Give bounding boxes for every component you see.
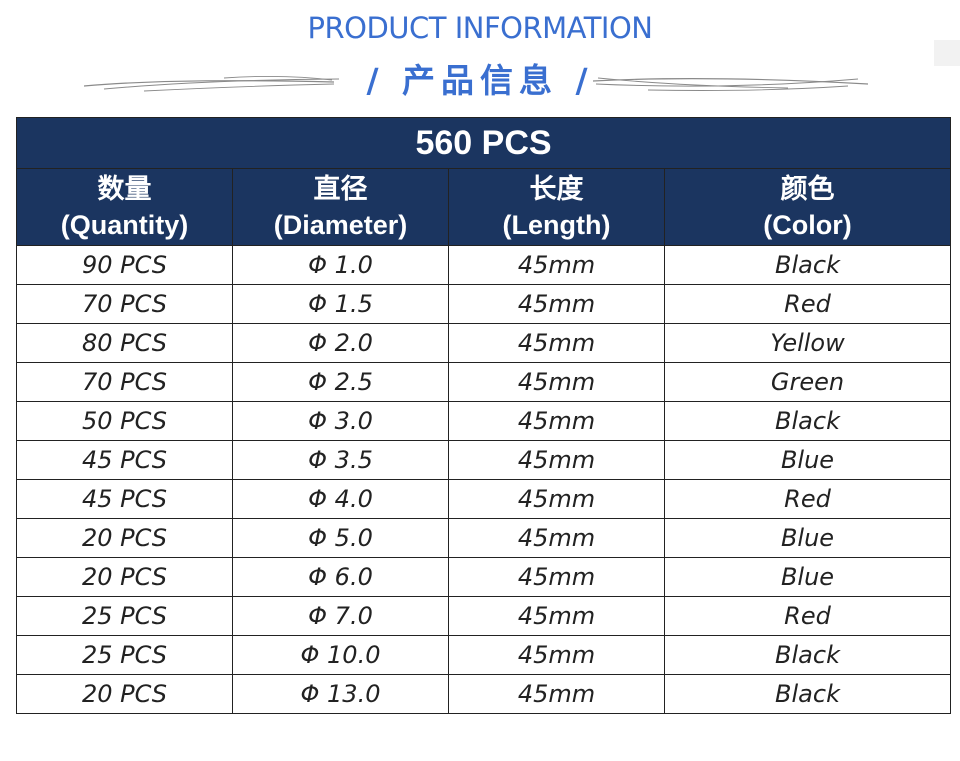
quantity-cell: 20 PCS — [16, 518, 233, 558]
color-cell: Black — [663, 245, 952, 285]
length-cell: 45mm — [448, 596, 665, 636]
diameter-cell: Φ 10.0 — [232, 635, 449, 675]
quantity-cell: 90 PCS — [16, 245, 233, 285]
diameter-cell: Φ 1.5 — [232, 284, 449, 324]
diameter-cell: Φ 4.0 — [232, 479, 449, 519]
color-cell: Green — [663, 362, 952, 402]
quantity-cell: 70 PCS — [16, 284, 233, 324]
length-cell: 45mm — [448, 635, 665, 675]
table-row: 70 PCS Φ 2.5 45mm Green — [16, 362, 952, 402]
quantity-cell: 50 PCS — [16, 401, 233, 441]
total-row: 560 PCS — [15, 117, 952, 169]
table-row: 20 PCS Φ 13.0 45mm Black — [16, 674, 952, 714]
length-cell: 45mm — [448, 518, 665, 558]
color-cell: Black — [663, 635, 952, 675]
color-cell: Blue — [663, 440, 952, 480]
column-header-cn: 长度 — [529, 174, 584, 204]
table-row: 90 PCS Φ 1.0 45mm Black — [16, 245, 952, 285]
diameter-cell: Φ 13.0 — [232, 674, 449, 714]
color-cell: Black — [663, 674, 952, 714]
column-header-cn: 颜色 — [780, 174, 835, 204]
quantity-cell: 20 PCS — [16, 674, 233, 714]
page-subtitle: / 产品信息 / — [366, 61, 594, 100]
color-cell: Red — [663, 284, 952, 324]
diameter-cell: Φ 3.0 — [232, 401, 449, 441]
quantity-cell: 20 PCS — [16, 557, 233, 597]
table-row: 50 PCS Φ 3.0 45mm Black — [16, 401, 952, 441]
spec-table: 560 PCS 数量 (Quantity) 直径 (Diameter) 长度 (… — [15, 117, 952, 714]
column-header-cn: 直径 — [313, 174, 368, 204]
length-cell: 45mm — [448, 401, 665, 441]
length-cell: 45mm — [448, 284, 665, 324]
column-header-cn: 数量 — [97, 174, 152, 204]
diameter-cell: Φ 5.0 — [232, 518, 449, 558]
table-row: 20 PCS Φ 6.0 45mm Blue — [16, 557, 952, 597]
table-row: 80 PCS Φ 2.0 45mm Yellow — [16, 323, 952, 363]
color-cell: Blue — [663, 557, 952, 597]
table-row: 45 PCS Φ 4.0 45mm Red — [16, 479, 952, 519]
column-header-en: (Quantity) — [60, 210, 189, 240]
length-cell: 45mm — [448, 440, 665, 480]
length-cell: 45mm — [448, 674, 665, 714]
color-cell: Black — [663, 401, 952, 441]
length-cell: 45mm — [448, 323, 665, 363]
column-header-color: 颜色 (Color) — [663, 168, 952, 246]
total-count: 560 PCS — [15, 117, 952, 169]
diameter-cell: Φ 1.0 — [232, 245, 449, 285]
column-header-quantity: 数量 (Quantity) — [16, 168, 233, 246]
diameter-cell: Φ 7.0 — [232, 596, 449, 636]
diameter-cell: Φ 6.0 — [232, 557, 449, 597]
column-header-en: (Diameter) — [273, 210, 408, 240]
quantity-cell: 80 PCS — [16, 323, 233, 363]
color-cell: Yellow — [663, 323, 952, 363]
column-header-en: (Color) — [763, 210, 852, 240]
table-row: 45 PCS Φ 3.5 45mm Blue — [16, 440, 952, 480]
quantity-cell: 25 PCS — [16, 635, 233, 675]
page-title: PRODUCT INFORMATION — [307, 11, 654, 45]
table-row: 25 PCS Φ 7.0 45mm Red — [16, 596, 952, 636]
diameter-cell: Φ 3.5 — [232, 440, 449, 480]
table-row: 70 PCS Φ 1.5 45mm Red — [16, 284, 952, 324]
length-cell: 45mm — [448, 479, 665, 519]
column-header-diameter: 直径 (Diameter) — [232, 168, 449, 246]
color-cell: Blue — [663, 518, 952, 558]
quantity-cell: 25 PCS — [16, 596, 233, 636]
subtitle-row: / 产品信息 / — [0, 58, 960, 108]
column-header-en: (Length) — [502, 210, 611, 240]
diameter-cell: Φ 2.0 — [232, 323, 449, 363]
quantity-cell: 45 PCS — [16, 440, 233, 480]
right-swoosh-ornament — [592, 77, 868, 91]
left-swoosh-ornament — [84, 75, 340, 92]
quantity-cell: 70 PCS — [16, 362, 233, 402]
quantity-cell: 45 PCS — [16, 479, 233, 519]
length-cell: 45mm — [448, 245, 665, 285]
color-cell: Red — [663, 479, 952, 519]
length-cell: 45mm — [448, 362, 665, 402]
corner-patch — [934, 40, 960, 66]
length-cell: 45mm — [448, 557, 665, 597]
table-body: 90 PCS Φ 1.0 45mm Black 70 PCS Φ 1.5 45m… — [16, 245, 952, 714]
table-row: 25 PCS Φ 10.0 45mm Black — [16, 635, 952, 675]
table-row: 20 PCS Φ 5.0 45mm Blue — [16, 518, 952, 558]
color-cell: Red — [663, 596, 952, 636]
diameter-cell: Φ 2.5 — [232, 362, 449, 402]
column-header-row: 数量 (Quantity) 直径 (Diameter) 长度 (Length) … — [16, 168, 952, 246]
column-header-length: 长度 (Length) — [448, 168, 665, 246]
